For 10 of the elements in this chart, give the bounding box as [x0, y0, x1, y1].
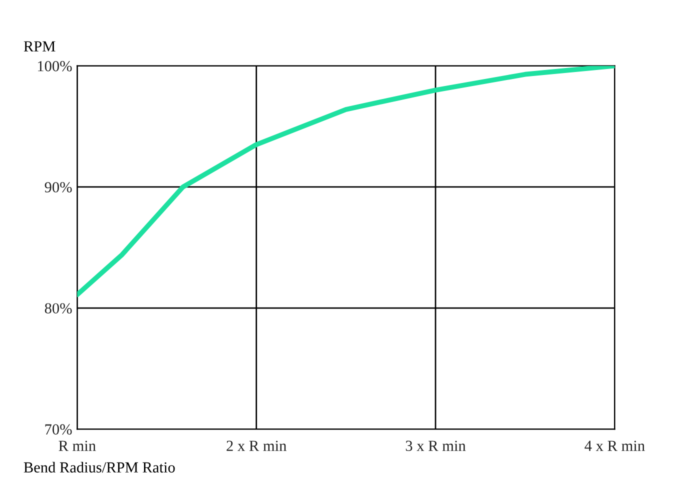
x-tick-label: 4 x R min: [584, 440, 645, 451]
x-tick-label: 2 x R min: [226, 440, 286, 451]
y-tick-label: 70%: [45, 424, 72, 435]
x-tick-label: R min: [58, 440, 96, 451]
y-axis-title: RPM: [24, 41, 56, 52]
y-tick-label: 100%: [38, 61, 72, 72]
x-tick-label: 3 x R min: [406, 440, 466, 452]
y-tick-label: 80%: [44, 303, 72, 314]
x-axis-title: Bend Radius/RPM Ratio: [24, 462, 175, 473]
y-tick-label: 90%: [44, 182, 72, 192]
